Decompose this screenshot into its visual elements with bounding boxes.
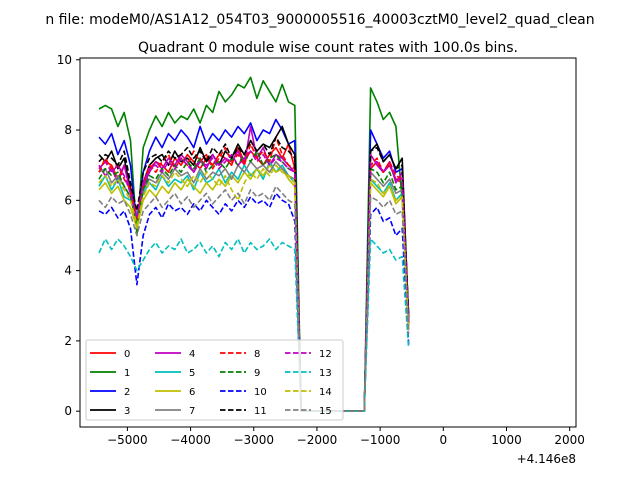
chart-title: Quadrant 0 module wise count rates with … [138,40,518,56]
x-tick-label: 1000 [491,433,522,447]
legend-label-15: 15 [319,406,332,417]
legend-label-7: 7 [189,406,195,417]
legend-label-5: 5 [189,368,195,379]
legend-label-3: 3 [124,406,130,417]
figure-suptitle: n file: modeM0/AS1A12_054T03_9000005516_… [45,12,594,28]
series-line-12 [98,150,410,413]
x-tick-label: −1000 [360,433,401,447]
x-tick-label: 0 [439,433,447,447]
legend-label-2: 2 [124,387,130,398]
x-axis-ticks: −5000 −4000 −3000 −2000 −1000 0 1000 2000 [107,427,585,447]
series-lines [98,76,410,413]
x-axis-offset-label: +4.146e8 [517,452,576,466]
y-tick-label: 4 [64,264,72,278]
legend-label-14: 14 [319,387,332,398]
legend-label-11: 11 [254,406,267,417]
x-tick-label: −4000 [170,433,211,447]
axes-frame [79,57,577,428]
y-tick-label: 6 [64,193,72,207]
legend-label-8: 8 [254,349,260,360]
y-tick-label: 10 [57,53,72,67]
series-line-14 [98,164,410,413]
legend-label-4: 4 [189,349,195,360]
legend-label-13: 13 [319,368,332,379]
legend-box [85,339,344,421]
legend-label-1: 1 [124,368,130,379]
x-tick-label: −2000 [297,433,338,447]
x-tick-label: −5000 [107,433,148,447]
y-tick-label: 2 [64,334,72,348]
legend-label-0: 0 [124,349,130,360]
legend-label-9: 9 [254,368,260,379]
y-tick-label: 0 [64,404,72,418]
series-line-15 [98,185,410,413]
y-axis-ticks: 0 2 4 6 8 10 [57,53,80,418]
series-line-13 [98,238,410,413]
y-tick-label: 8 [64,123,72,137]
legend-label-6: 6 [189,387,195,398]
x-tick-label: 2000 [554,433,585,447]
legend-label-12: 12 [319,349,332,360]
x-tick-label: −3000 [233,433,274,447]
legend-label-10: 10 [254,387,267,398]
